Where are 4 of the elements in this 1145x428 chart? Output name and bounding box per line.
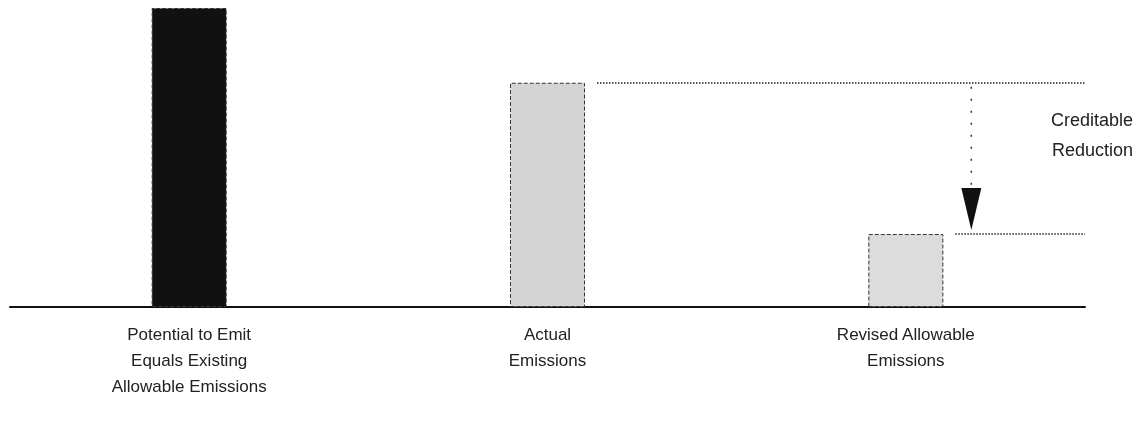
- annotation: Creditable Reduction: [1050, 110, 1133, 160]
- x-tick-label: Actual Emissions: [508, 324, 587, 370]
- x-tick-label: Revised Allowable Emissions: [836, 324, 975, 370]
- x-tick-label: Potential to Emit Equals Existing Allowable Emissions: [111, 324, 267, 396]
